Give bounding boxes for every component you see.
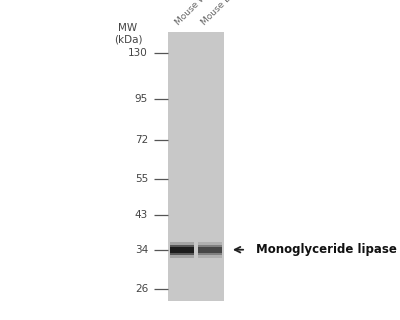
Text: 130: 130 (128, 48, 148, 58)
Bar (198, 244, 222, 255)
Text: Mouse white adipose: Mouse white adipose (174, 0, 248, 27)
Text: Mouse brown adipose: Mouse brown adipose (200, 0, 276, 27)
Text: 55: 55 (135, 174, 148, 184)
Text: 43: 43 (135, 210, 148, 220)
Text: 95: 95 (135, 94, 148, 104)
Bar (170, 246, 194, 253)
Text: 72: 72 (135, 135, 148, 145)
Bar (170, 244, 194, 255)
Text: 26: 26 (135, 284, 148, 294)
Bar (198, 242, 222, 258)
Bar (170, 242, 194, 258)
Bar (198, 246, 222, 253)
Text: Monoglyceride lipase: Monoglyceride lipase (256, 243, 397, 256)
Text: MW
(kDa): MW (kDa) (114, 23, 142, 44)
Text: 34: 34 (135, 245, 148, 255)
Bar (168, 32, 224, 301)
